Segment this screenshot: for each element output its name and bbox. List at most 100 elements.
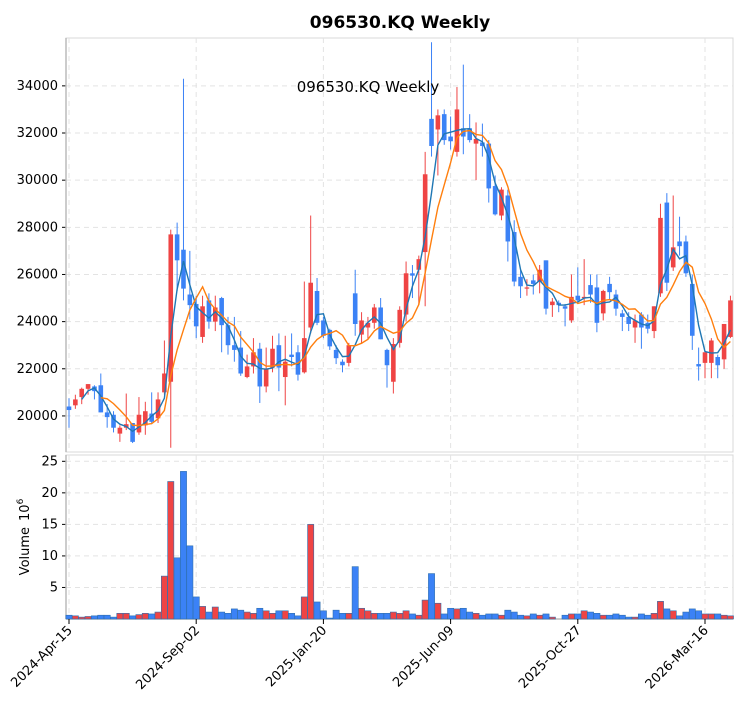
x-tick-label: 2024-Sep-02 bbox=[133, 623, 203, 693]
candle-body bbox=[473, 138, 479, 144]
candle bbox=[282, 335, 288, 406]
volume-bar bbox=[377, 613, 385, 620]
volume-bar bbox=[326, 617, 334, 620]
volume-bar bbox=[510, 611, 518, 620]
volume-bar bbox=[275, 610, 283, 620]
candle-body bbox=[314, 290, 320, 323]
candle-body bbox=[327, 329, 333, 347]
candle-body bbox=[480, 142, 485, 146]
candle bbox=[149, 392, 154, 425]
volume-bar bbox=[91, 615, 98, 620]
candle bbox=[98, 373, 104, 413]
volume-bar bbox=[332, 609, 340, 620]
volume-bar bbox=[154, 611, 162, 620]
volume-bar bbox=[141, 613, 149, 620]
volume-bar bbox=[669, 610, 677, 620]
candle-body bbox=[98, 385, 104, 413]
volume-bar bbox=[173, 557, 181, 620]
price-tick-label: 32000 bbox=[17, 126, 58, 141]
volume-bar bbox=[218, 611, 226, 620]
candle-body bbox=[658, 217, 663, 294]
candle-body bbox=[276, 345, 282, 368]
volume-bar bbox=[269, 613, 276, 620]
volume-bar bbox=[618, 614, 626, 620]
candle-body bbox=[664, 202, 670, 283]
candle bbox=[225, 316, 231, 355]
candle bbox=[308, 215, 313, 334]
chart-title: 096530.KQ Weekly bbox=[310, 13, 490, 33]
volume-bar bbox=[199, 606, 206, 620]
volume-bar bbox=[211, 606, 219, 620]
volume-bar bbox=[695, 610, 703, 620]
candle-body bbox=[670, 247, 676, 268]
volume-tick-label: 10 bbox=[41, 549, 58, 564]
volume-bar bbox=[453, 608, 461, 620]
candle bbox=[499, 187, 504, 221]
ma-long-line bbox=[100, 129, 731, 427]
volume-bar bbox=[110, 616, 117, 620]
candle-body bbox=[346, 345, 352, 363]
candle bbox=[632, 314, 638, 343]
candle bbox=[212, 295, 218, 332]
volume-bar bbox=[707, 613, 715, 620]
volume-bar bbox=[97, 614, 105, 620]
candle-body bbox=[130, 423, 135, 442]
volume-bar bbox=[205, 611, 213, 620]
volume-bar bbox=[103, 614, 111, 620]
volume-bar bbox=[612, 613, 620, 620]
candle-body bbox=[187, 294, 193, 306]
candle-body bbox=[244, 366, 250, 378]
candle-body bbox=[79, 388, 85, 398]
candle bbox=[200, 295, 205, 343]
volume-bar bbox=[682, 611, 690, 620]
candle bbox=[486, 140, 492, 203]
volume-bar bbox=[676, 615, 683, 620]
volume-tick-label: 20 bbox=[41, 486, 58, 501]
candle-body bbox=[715, 356, 721, 366]
candle bbox=[607, 276, 612, 300]
candle-body bbox=[448, 136, 453, 142]
volume-bar bbox=[440, 613, 448, 620]
candle-body bbox=[168, 234, 174, 382]
candle bbox=[524, 279, 530, 296]
price-tick-label: 22000 bbox=[17, 362, 58, 377]
volume-bar bbox=[574, 613, 582, 620]
price-inner-title: 096530.KQ Weekly bbox=[297, 78, 440, 96]
candle bbox=[111, 411, 116, 433]
volume-bar bbox=[319, 610, 327, 620]
volume-bar bbox=[243, 611, 251, 620]
volume-bar bbox=[370, 613, 378, 620]
volume-bar bbox=[599, 614, 607, 620]
candle bbox=[340, 359, 345, 373]
price-tick-label: 24000 bbox=[17, 315, 58, 330]
candle-body bbox=[206, 300, 212, 322]
candle bbox=[66, 398, 72, 428]
x-tick-label: 2024-Apr-15 bbox=[8, 623, 75, 690]
candle bbox=[263, 347, 269, 393]
candle-body bbox=[66, 406, 72, 411]
candle bbox=[639, 312, 644, 349]
candle-body bbox=[429, 118, 434, 146]
candle bbox=[658, 203, 663, 297]
volume-bar bbox=[396, 613, 404, 620]
volume-bar bbox=[230, 608, 238, 620]
volume-bar bbox=[650, 613, 658, 620]
volume-bar bbox=[459, 607, 467, 620]
volume-bar bbox=[727, 615, 734, 620]
volume-bar bbox=[568, 613, 575, 620]
candle-body bbox=[562, 306, 568, 309]
volume-bar bbox=[421, 599, 429, 620]
candle-body bbox=[728, 300, 733, 337]
candle bbox=[130, 423, 135, 444]
candle bbox=[435, 109, 441, 176]
volume-bar bbox=[294, 615, 302, 620]
candle-body bbox=[225, 325, 231, 346]
volume-bar bbox=[237, 609, 245, 620]
volume-bar bbox=[135, 614, 143, 620]
volume-tick-label: 5 bbox=[50, 580, 58, 595]
volume-tick-label: 25 bbox=[41, 454, 58, 469]
volume-bar bbox=[116, 613, 124, 620]
volume-bar bbox=[148, 613, 156, 620]
volume-bar bbox=[288, 613, 295, 620]
candle-body bbox=[308, 282, 313, 328]
